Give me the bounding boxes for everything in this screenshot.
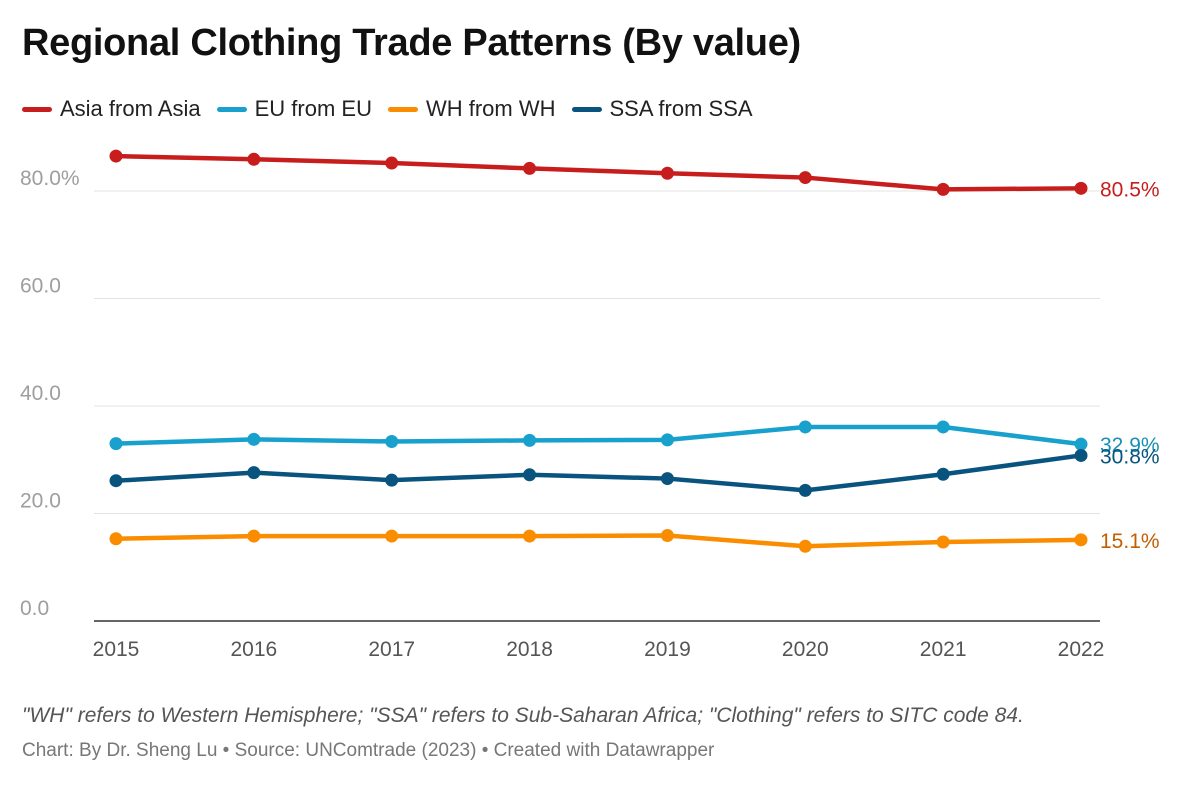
x-tick-label: 2019 (644, 638, 691, 661)
end-value-label: 30.8% (1100, 445, 1160, 468)
y-tick-label: 0.0 (20, 597, 49, 620)
line-chart: 0.0 20.0 40.0 60.0 80.0% 2015 2016 2017 2018 2019… (20, 149, 1160, 661)
data-point (798, 483, 812, 497)
series-line (113, 533, 1084, 549)
y-tick-label: 20.0 (20, 490, 61, 513)
x-tick-label: 2020 (782, 638, 829, 661)
legend-swatch-ssa (571, 106, 602, 112)
data-point (247, 152, 261, 166)
data-point (798, 539, 812, 553)
data-point (660, 472, 674, 486)
legend-item-eu: EU from EU (216, 96, 372, 122)
data-point (660, 433, 674, 447)
data-point (936, 535, 950, 549)
data-point (109, 149, 123, 163)
data-point (1074, 437, 1088, 451)
data-point (1074, 533, 1088, 547)
x-tick-label: 2015 (93, 638, 140, 661)
legend-label-eu: EU from EU (254, 96, 372, 121)
legend-swatch-wh (387, 106, 418, 112)
chart-legend: Asia from Asia EU from EU WH from WH SSA… (22, 96, 753, 122)
end-value-label: 15.1% (1100, 530, 1160, 553)
data-point (1074, 181, 1088, 195)
data-point (523, 433, 537, 447)
data-point (385, 434, 399, 448)
x-tick-label: 2022 (1058, 638, 1105, 661)
legend-label-ssa: SSA from SSA (609, 96, 753, 121)
data-point (798, 420, 812, 434)
data-point (385, 529, 399, 543)
x-tick-label: 2016 (230, 638, 277, 661)
y-tick-label: 80.0% (20, 167, 80, 190)
data-point (936, 467, 950, 481)
end-value-label: 80.5% (1100, 178, 1160, 201)
data-point (798, 171, 812, 185)
series-line (113, 424, 1084, 447)
y-tick-label: 60.0 (20, 275, 61, 298)
x-tick-label: 2021 (920, 638, 967, 661)
legend-item-asia: Asia from Asia (22, 96, 201, 122)
data-point (109, 474, 123, 488)
data-point (247, 529, 261, 543)
data-point (109, 532, 123, 546)
legend-label-wh: WH from WH (425, 96, 556, 121)
series-line (113, 153, 1084, 192)
data-point (936, 420, 950, 434)
data-point (109, 437, 123, 451)
legend-swatch-asia (22, 106, 52, 112)
data-point (247, 432, 261, 446)
y-tick-label: 40.0 (20, 382, 61, 405)
legend-item-ssa: SSA from SSA (571, 96, 753, 122)
data-point (660, 166, 674, 180)
x-tick-label: 2017 (368, 638, 415, 661)
legend-item-wh: WH from WH (387, 96, 556, 122)
chart-footnote: "WH" refers to Western Hemisphere; "SSA"… (22, 704, 1024, 727)
x-tick-label: 2018 (506, 638, 553, 661)
data-point (523, 468, 537, 482)
data-point (523, 161, 537, 175)
end-value-label: 32.9% (1100, 434, 1160, 457)
data-point (385, 473, 399, 487)
data-point (660, 529, 674, 543)
legend-swatch-eu (216, 106, 247, 112)
data-point (385, 156, 399, 170)
chart-credit: Chart: By Dr. Sheng Lu • Source: UNComtr… (22, 740, 715, 761)
legend-label-asia: Asia from Asia (60, 96, 201, 121)
data-point (247, 466, 261, 480)
series-line (113, 453, 1084, 493)
data-point (1074, 448, 1088, 462)
data-point (936, 182, 950, 196)
data-point (523, 529, 537, 543)
chart-title: Regional Clothing Trade Patterns (By val… (22, 22, 801, 64)
